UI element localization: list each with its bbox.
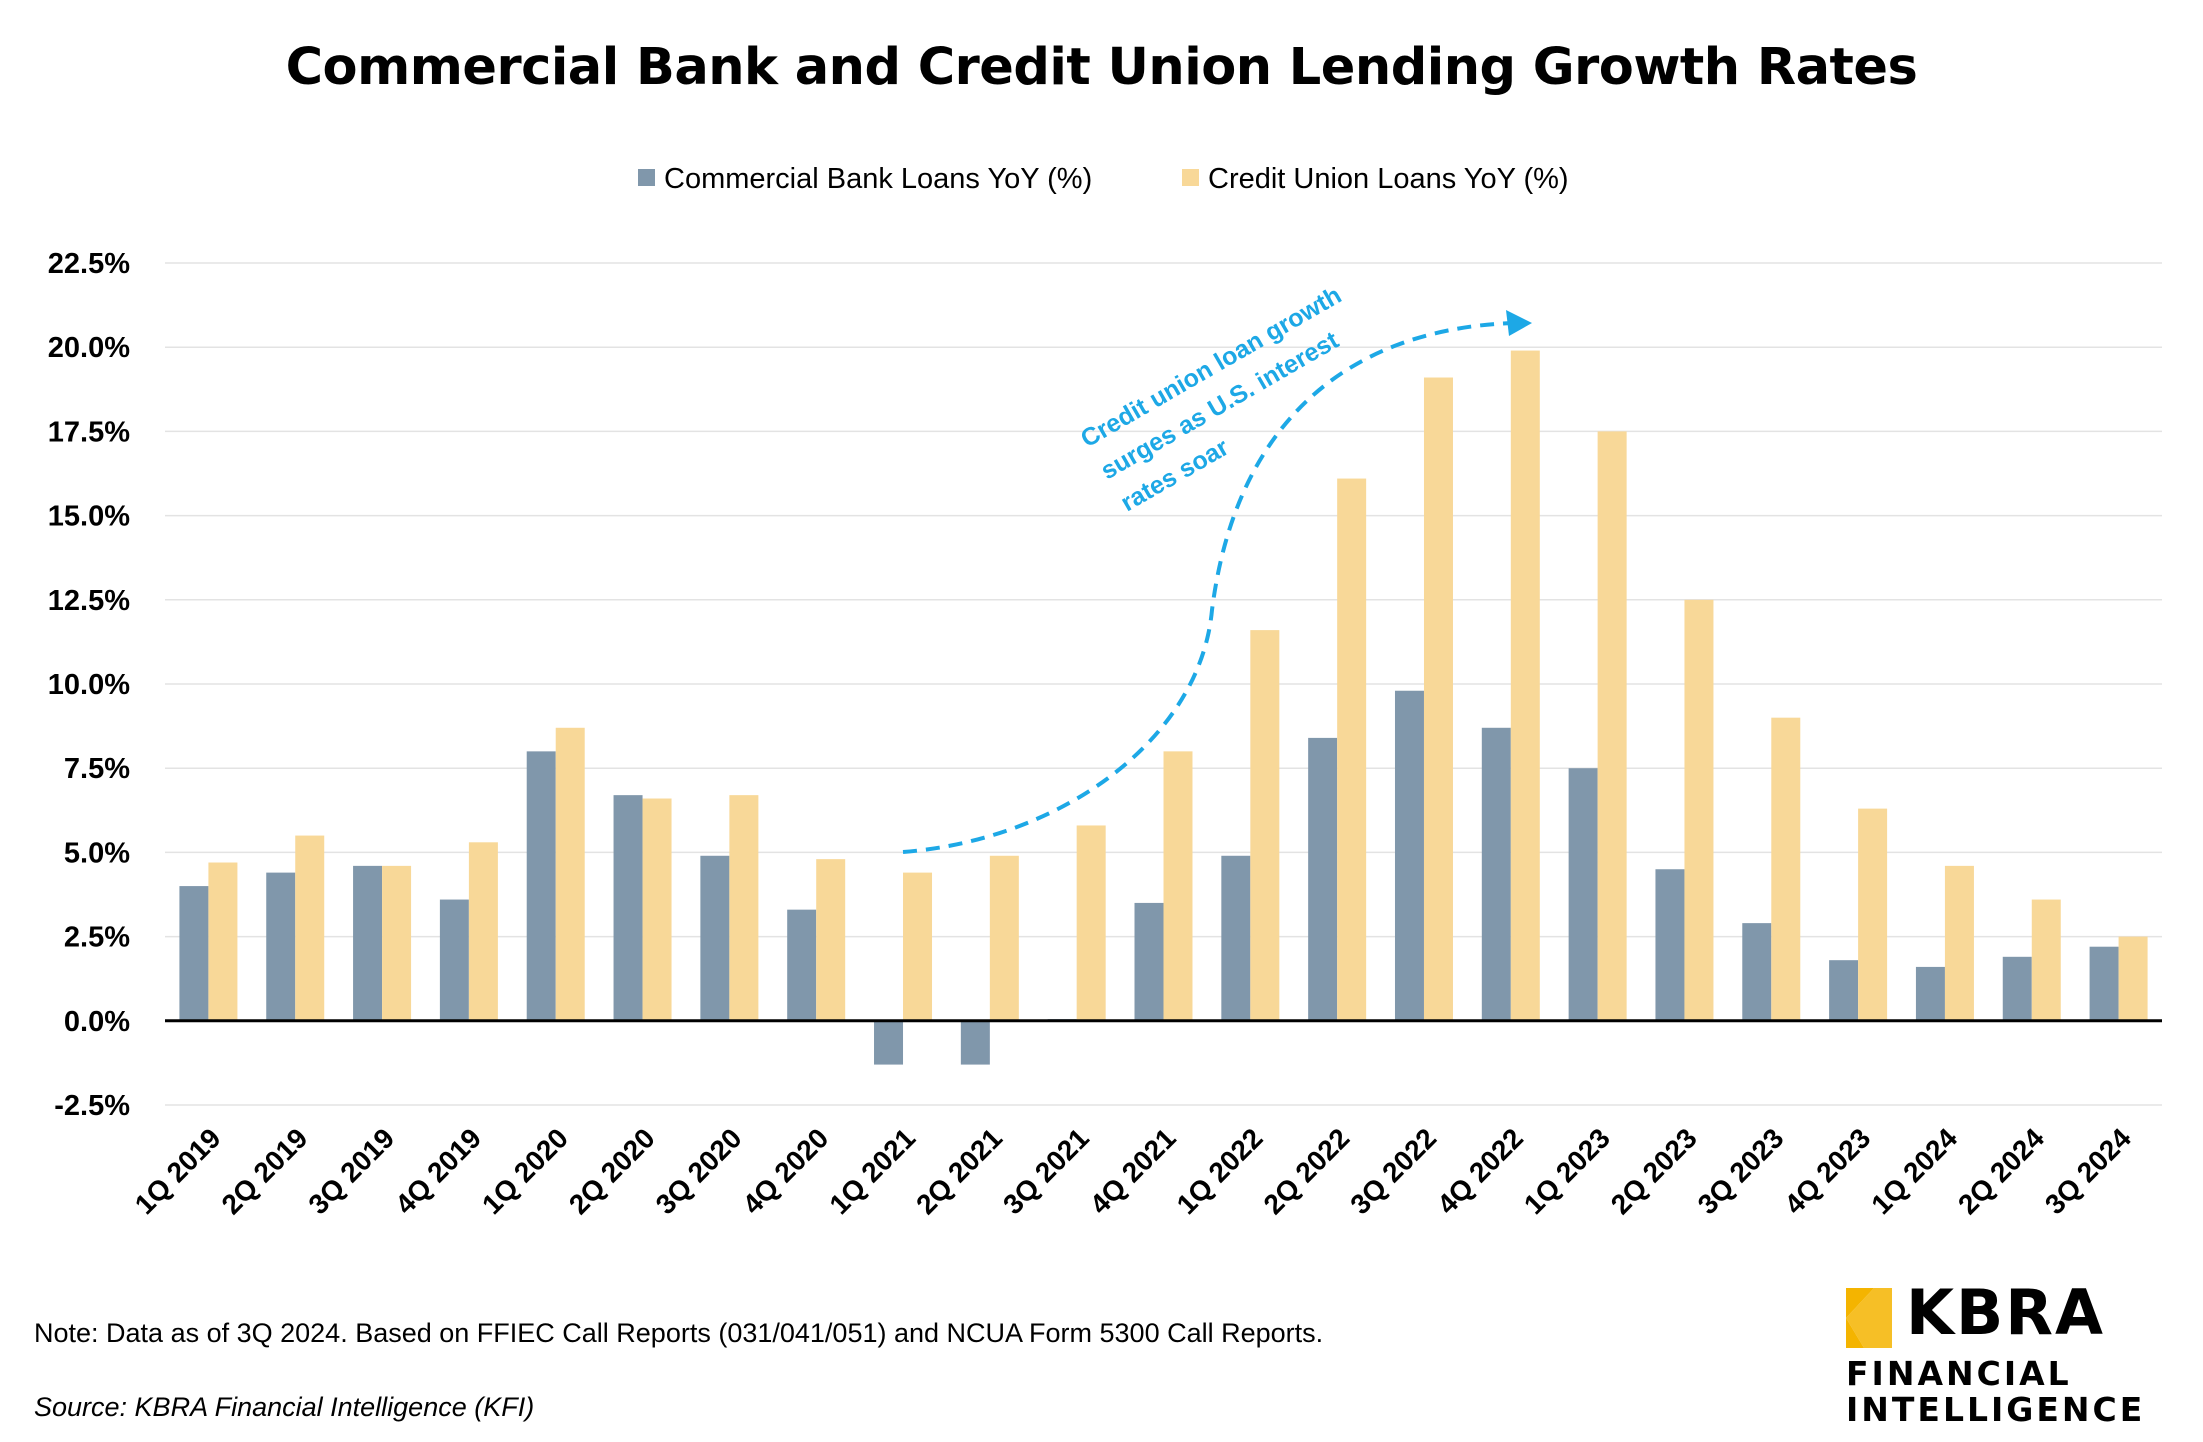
x-tick-label: 2Q 2021 xyxy=(910,1122,1008,1220)
x-tick-label: 3Q 2024 xyxy=(2039,1122,2137,1220)
x-tick-label: 1Q 2019 xyxy=(129,1122,227,1220)
bar-credit-union xyxy=(382,865,412,1021)
chart-source: Source: KBRA Financial Intelligence (KFI… xyxy=(34,1392,535,1422)
chart-note: Note: Data as of 3Q 2024. Based on FFIEC… xyxy=(34,1318,1324,1348)
bar-commercial-bank xyxy=(1568,768,1598,1021)
bar-credit-union xyxy=(1250,630,1280,1021)
bar-credit-union xyxy=(1337,478,1367,1021)
chart-title: Commercial Bank and Credit Union Lending… xyxy=(285,38,1918,97)
bar-commercial-bank xyxy=(2089,946,2119,1021)
bar-credit-union xyxy=(1423,377,1453,1021)
bar-credit-union xyxy=(816,859,846,1021)
x-tick-label: 4Q 2022 xyxy=(1431,1122,1529,1220)
kbra-logo-mark-icon xyxy=(1846,1288,1892,1348)
bar-commercial-bank xyxy=(874,1020,904,1065)
y-tick-label: 22.5% xyxy=(48,248,130,280)
y-tick-label: 2.5% xyxy=(64,922,130,954)
x-tick-label: 2Q 2024 xyxy=(1952,1122,2050,1220)
bar-credit-union xyxy=(1163,751,1193,1021)
bar-credit-union xyxy=(989,855,1019,1021)
x-tick-label: 4Q 2019 xyxy=(389,1122,487,1220)
bar-commercial-bank xyxy=(1915,966,1945,1021)
bar-credit-union xyxy=(1771,717,1801,1021)
bar-commercial-bank xyxy=(1481,727,1511,1021)
bar-commercial-bank xyxy=(1221,855,1251,1021)
x-tick-label: 3Q 2023 xyxy=(1692,1122,1790,1220)
bar-commercial-bank xyxy=(439,899,469,1021)
bar-credit-union xyxy=(2031,899,2061,1021)
bar-credit-union xyxy=(1076,825,1106,1021)
legend-label-credit-union: Credit Union Loans YoY (%) xyxy=(1208,163,1569,195)
bar-credit-union xyxy=(1684,599,1714,1021)
x-tick-label: 1Q 2021 xyxy=(823,1122,921,1220)
legend: Commercial Bank Loans YoY (%) Credit Uni… xyxy=(638,163,1569,195)
bar-commercial-bank xyxy=(2002,956,2032,1021)
y-tick-label: 17.5% xyxy=(48,416,130,448)
y-axis-tick-labels: -2.5% 0.0% 2.5% 5.0% 7.5% 10.0% 12.5% 15.0% 17.5… xyxy=(48,248,130,1122)
x-tick-label: 2Q 2020 xyxy=(563,1122,661,1220)
annotation-arrow-path xyxy=(902,321,1513,854)
bar-credit-union xyxy=(1944,865,1974,1021)
y-tick-label: 10.0% xyxy=(48,669,130,701)
bar-commercial-bank xyxy=(526,751,556,1021)
bar-credit-union xyxy=(903,872,933,1021)
y-tick-label: 20.0% xyxy=(48,332,130,364)
x-tick-label: 2Q 2019 xyxy=(216,1122,314,1220)
bar-commercial-bank xyxy=(353,865,383,1021)
x-tick-label: 1Q 2020 xyxy=(476,1122,574,1220)
bar-commercial-bank xyxy=(787,909,817,1021)
bar-commercial-bank xyxy=(700,855,730,1021)
y-tick-label: 15.0% xyxy=(48,501,130,533)
bar-commercial-bank xyxy=(1394,690,1424,1021)
x-tick-label: 3Q 2021 xyxy=(997,1122,1095,1220)
bar-commercial-bank xyxy=(1134,902,1164,1021)
bar-credit-union xyxy=(1510,350,1540,1021)
annotation-arrowhead xyxy=(1506,310,1532,336)
bar-credit-union xyxy=(208,862,238,1021)
bar-commercial-bank xyxy=(1829,960,1859,1021)
bar-credit-union xyxy=(642,798,672,1021)
y-tick-label: 5.0% xyxy=(64,837,130,869)
bars xyxy=(179,350,2148,1065)
bar-credit-union xyxy=(1858,808,1888,1021)
kbra-logo: KBRA FINANCIAL INTELLIGENCE xyxy=(1846,1276,2186,1430)
bar-credit-union xyxy=(468,842,498,1021)
x-tick-label: 4Q 2020 xyxy=(737,1122,835,1220)
y-tick-label: 7.5% xyxy=(64,753,130,785)
x-tick-label: 3Q 2022 xyxy=(1344,1122,1442,1220)
bar-credit-union xyxy=(2118,936,2148,1021)
x-tick-label: 1Q 2022 xyxy=(1171,1122,1269,1220)
x-tick-label: 4Q 2023 xyxy=(1778,1122,1876,1220)
kbra-logo-line-2: INTELLIGENCE xyxy=(1846,1390,2146,1429)
x-tick-label: 1Q 2024 xyxy=(1865,1122,1963,1220)
x-tick-label: 3Q 2020 xyxy=(650,1122,748,1220)
bar-commercial-bank xyxy=(613,795,643,1021)
bar-commercial-bank xyxy=(1655,869,1685,1021)
bar-commercial-bank xyxy=(179,886,209,1021)
bar-credit-union xyxy=(295,835,325,1021)
x-tick-label: 2Q 2022 xyxy=(1258,1122,1356,1220)
kbra-logo-line-1: FINANCIAL xyxy=(1846,1354,2072,1393)
x-tick-label: 4Q 2021 xyxy=(1084,1122,1182,1220)
kbra-logo-wordmark: KBRA xyxy=(1906,1276,2106,1349)
y-tick-label: -2.5% xyxy=(54,1090,130,1122)
y-tick-label: 12.5% xyxy=(48,585,130,617)
x-tick-label: 3Q 2019 xyxy=(302,1122,400,1220)
bar-credit-union xyxy=(1597,431,1627,1021)
x-tick-label: 2Q 2023 xyxy=(1605,1122,1703,1220)
legend-label-commercial-bank: Commercial Bank Loans YoY (%) xyxy=(664,163,1092,195)
y-tick-label: 0.0% xyxy=(64,1006,130,1038)
bar-commercial-bank xyxy=(1308,737,1338,1021)
legend-swatch-credit-union xyxy=(1182,169,1199,186)
legend-swatch-commercial-bank xyxy=(638,169,655,186)
bar-credit-union xyxy=(729,795,759,1021)
bar-commercial-bank xyxy=(1742,923,1772,1021)
x-tick-label: 1Q 2023 xyxy=(1518,1122,1616,1220)
bar-commercial-bank xyxy=(266,872,296,1021)
bar-credit-union xyxy=(555,727,585,1021)
bar-commercial-bank xyxy=(960,1020,990,1065)
